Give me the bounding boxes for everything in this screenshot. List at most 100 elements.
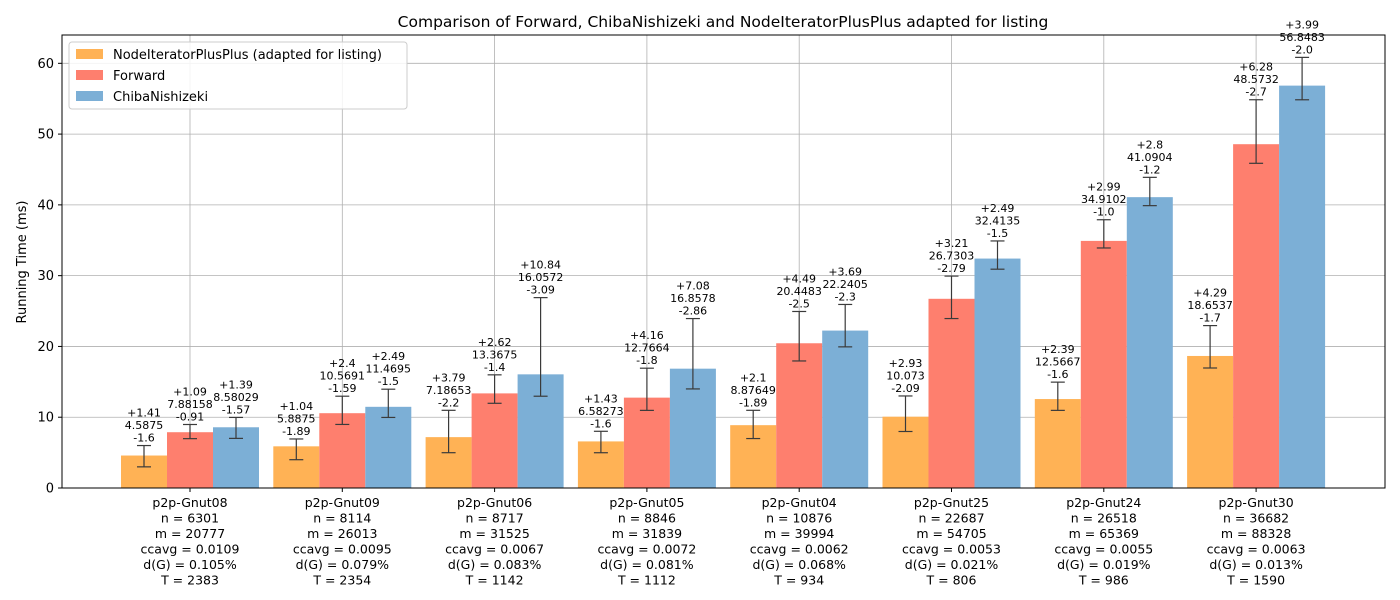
chart-title: Comparison of Forward, ChibaNishizeki an… [398, 13, 1049, 31]
bar-value-label: +3.21 [935, 237, 969, 250]
bar-value-label: -1.8 [636, 354, 657, 367]
bar-value-label: +2.93 [889, 357, 923, 370]
bar-value-label: -2.5 [788, 297, 809, 310]
bar-value-label: 7.88158 [167, 398, 213, 411]
bar-value-label: 32.4135 [975, 214, 1021, 227]
bar-value-label: -1.2 [1139, 163, 1160, 176]
bar [365, 406, 412, 488]
bar-value-label: -1.89 [282, 425, 310, 438]
bar-value-label: 56.8483 [1279, 31, 1325, 44]
bar [974, 258, 1021, 488]
bar-value-label: +2.62 [478, 336, 512, 349]
bar-value-label: -1.89 [739, 396, 767, 409]
bar-value-label: 26.7303 [929, 250, 975, 263]
bar-value-label: +6.28 [1239, 61, 1273, 74]
bar [471, 393, 518, 488]
bar-value-label: -1.7 [1199, 312, 1220, 325]
bar-value-label: -1.0 [1093, 206, 1114, 219]
bar-value-label: 6.58273 [578, 405, 624, 418]
bar-value-label: 22.2405 [822, 278, 868, 291]
bar-value-label: 20.4483 [776, 285, 822, 298]
bar-value-label: 5.8875 [277, 412, 316, 425]
bar-value-label: -1.59 [328, 382, 356, 395]
bar [822, 330, 869, 488]
bar-value-label: 12.5667 [1035, 356, 1081, 369]
x-tick-label: p2p-Gnut30 n = 36682 m = 88328 ccavg = 0.00… [1207, 495, 1306, 588]
bar-value-label: +3.99 [1285, 18, 1319, 31]
bar-value-label: +2.99 [1087, 181, 1121, 194]
bar-value-label: -2.79 [937, 262, 965, 275]
bar-value-label: -1.6 [133, 432, 154, 445]
x-tick-label: p2p-Gnut25 n = 22687 m = 54705 ccavg = 0.00… [902, 495, 1001, 588]
bar-value-label: 34.9102 [1081, 193, 1127, 206]
bar [1080, 240, 1127, 488]
x-tick-label: p2p-Gnut24 n = 26518 m = 65369 ccavg = 0.00… [1054, 495, 1153, 588]
bar-value-label: +1.09 [173, 385, 207, 398]
legend-box [68, 41, 408, 110]
bar-value-label: 48.5732 [1233, 73, 1279, 86]
y-tick-label: 40 [37, 198, 54, 213]
x-tick-label: p2p-Gnut05 n = 8846 m = 31839 ccavg = 0.007… [597, 495, 696, 588]
bar-value-label: +4.49 [782, 272, 816, 285]
legend-swatch [76, 49, 103, 59]
y-tick-label: 60 [37, 57, 54, 72]
x-axis-ticks: p2p-Gnut08 n = 6301 m = 20777 ccavg = 0.010… [141, 488, 1306, 588]
bar-value-label: +2.4 [329, 357, 356, 370]
bar [1233, 144, 1280, 489]
legend-label: Forward [113, 69, 165, 84]
bar-value-label: 8.87649 [730, 384, 776, 397]
bar [319, 413, 366, 488]
bar-value-label: -1.6 [1047, 368, 1068, 381]
bar-value-label: +4.29 [1193, 287, 1227, 300]
bar-value-label: 10.5691 [320, 370, 366, 383]
bar-value-label: -2.0 [1291, 43, 1312, 56]
y-tick-label: 30 [37, 269, 54, 284]
x-tick-label: p2p-Gnut08 n = 6301 m = 20777 ccavg = 0.010… [141, 495, 240, 588]
bar-value-label: -3.09 [526, 284, 554, 297]
bar-value-label: -2.86 [679, 305, 707, 318]
legend-swatch [76, 70, 103, 80]
legend: NodeIteratorPlusPlus (adapted for listin… [68, 41, 408, 110]
bar-value-label: 11.4695 [366, 363, 412, 376]
bar-value-label: +2.39 [1041, 343, 1075, 356]
legend-swatch [76, 91, 103, 101]
bar-value-label: -1.4 [484, 361, 505, 374]
bar-value-label: 16.0572 [518, 271, 564, 284]
bar-value-label: +10.84 [520, 259, 561, 272]
bar [1126, 197, 1173, 488]
bar-value-label: +2.49 [371, 350, 405, 363]
bar-value-label: 12.7664 [624, 342, 670, 355]
bar [1279, 85, 1326, 488]
bar-value-label: -0.91 [176, 410, 204, 423]
y-tick-label: 50 [37, 128, 54, 143]
bar-value-label: +1.04 [279, 400, 313, 413]
bar [1034, 399, 1081, 488]
x-tick-label: p2p-Gnut09 n = 8114 m = 26013 ccavg = 0.009… [293, 495, 392, 588]
legend-label: NodeIteratorPlusPlus (adapted for listin… [113, 48, 382, 63]
bar-value-label: +3.69 [828, 265, 862, 278]
bar [928, 298, 975, 488]
legend-label: ChibaNishizeki [113, 90, 208, 105]
x-tick-label: p2p-Gnut04 n = 10876 m = 39994 ccavg = 0.00… [750, 495, 849, 588]
bar-value-label: +3.79 [432, 371, 466, 384]
bar [623, 397, 670, 488]
y-tick-label: 0 [46, 482, 54, 497]
plot-frame [61, 34, 1386, 489]
bar-value-label: -1.6 [590, 417, 611, 430]
bar-value-label: +2.8 [1136, 138, 1163, 151]
y-tick-label: 10 [37, 411, 54, 426]
bar [167, 432, 213, 488]
x-tick-label: p2p-Gnut06 n = 8717 m = 31525 ccavg = 0.006… [445, 495, 544, 588]
bar-value-label: -2.09 [891, 382, 919, 395]
bar-value-label: +1.39 [219, 378, 253, 391]
y-axis-ticks: 0 10 20 30 40 50 60 [37, 57, 62, 497]
bar-value-label: +4.16 [630, 329, 664, 342]
bar-value-label: -2.3 [834, 290, 855, 303]
bar [776, 343, 823, 488]
bar-value-labels: +1.414.5875-1.6+1.045.8875-1.89+3.797.18… [125, 18, 1325, 444]
bar-value-label: 4.5875 [125, 419, 164, 432]
bar-value-label: -2.2 [438, 396, 459, 409]
bar-value-label: 13.3675 [472, 348, 518, 361]
bar-value-label: +1.41 [127, 407, 161, 420]
bar-value-label: +7.08 [676, 280, 710, 293]
